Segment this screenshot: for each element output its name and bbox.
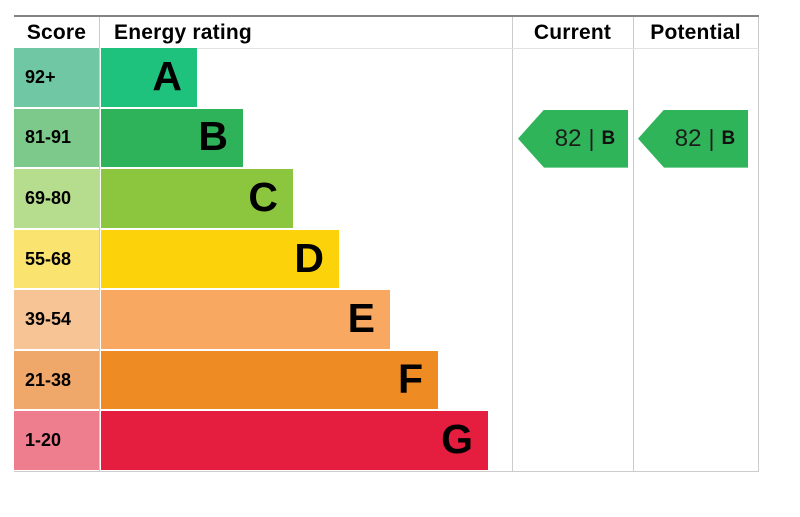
score-cell: 92+ xyxy=(14,48,99,107)
rating-bar: A xyxy=(101,48,197,107)
band-row-a: 92+ A xyxy=(14,48,758,109)
rating-bar: E xyxy=(101,290,390,349)
rating-bar: C xyxy=(101,169,293,228)
grade-letter: C xyxy=(248,173,278,220)
score-cell: 39-54 xyxy=(14,290,99,349)
potential-arrow: 82 | B xyxy=(638,109,748,168)
grade-letter: E xyxy=(347,295,375,342)
current-column-divider xyxy=(512,17,513,472)
header-bottom-rule xyxy=(14,48,759,49)
potential-grade: B xyxy=(721,127,736,149)
band-row-b: 81-91 B xyxy=(14,108,758,170)
band-row-e: 39-54 E xyxy=(14,290,758,351)
rating-bar: B xyxy=(101,108,243,168)
current-grade: B xyxy=(601,127,616,149)
band-row-g: 1-20 G xyxy=(14,411,758,472)
band-row-f: 21-38 F xyxy=(14,350,758,412)
score-cell: 69-80 xyxy=(14,169,99,228)
table-bottom-border xyxy=(14,471,759,472)
current-column-header: Current xyxy=(533,20,612,44)
score-cell: 21-38 xyxy=(14,350,99,410)
grade-letter: A xyxy=(152,52,182,99)
potential-score: 82 xyxy=(674,124,702,152)
current-score: 82 xyxy=(554,124,582,152)
potential-column-divider xyxy=(633,17,634,472)
grade-letter: G xyxy=(441,416,473,463)
rating-bands: 92+ A 81-91 B 69-80 C 55-68 D 39-54 E 21… xyxy=(14,48,758,472)
epc-chart: Score Energy rating Current Potential 92… xyxy=(14,15,759,472)
table-right-border xyxy=(758,17,759,472)
score-cell: 55-68 xyxy=(14,229,99,289)
current-divider: | xyxy=(588,125,595,152)
rating-bar: G xyxy=(101,411,488,471)
grade-letter: F xyxy=(397,355,423,402)
potential-divider: | xyxy=(708,125,715,152)
current-arrow: 82 | B xyxy=(518,109,628,168)
score-column-divider xyxy=(99,17,100,472)
grade-letter: B xyxy=(198,113,228,160)
rating-bar: F xyxy=(101,350,438,410)
band-row-d: 55-68 D xyxy=(14,229,758,291)
score-cell: 1-20 xyxy=(14,411,99,471)
energy-rating-column-header: Energy rating xyxy=(114,20,252,44)
rating-bar: D xyxy=(101,229,339,289)
grade-letter: D xyxy=(294,234,324,281)
potential-column-header: Potential xyxy=(650,20,741,44)
score-column-header: Score xyxy=(26,20,87,44)
score-cell: 81-91 xyxy=(14,108,99,168)
band-row-c: 69-80 C xyxy=(14,169,758,230)
